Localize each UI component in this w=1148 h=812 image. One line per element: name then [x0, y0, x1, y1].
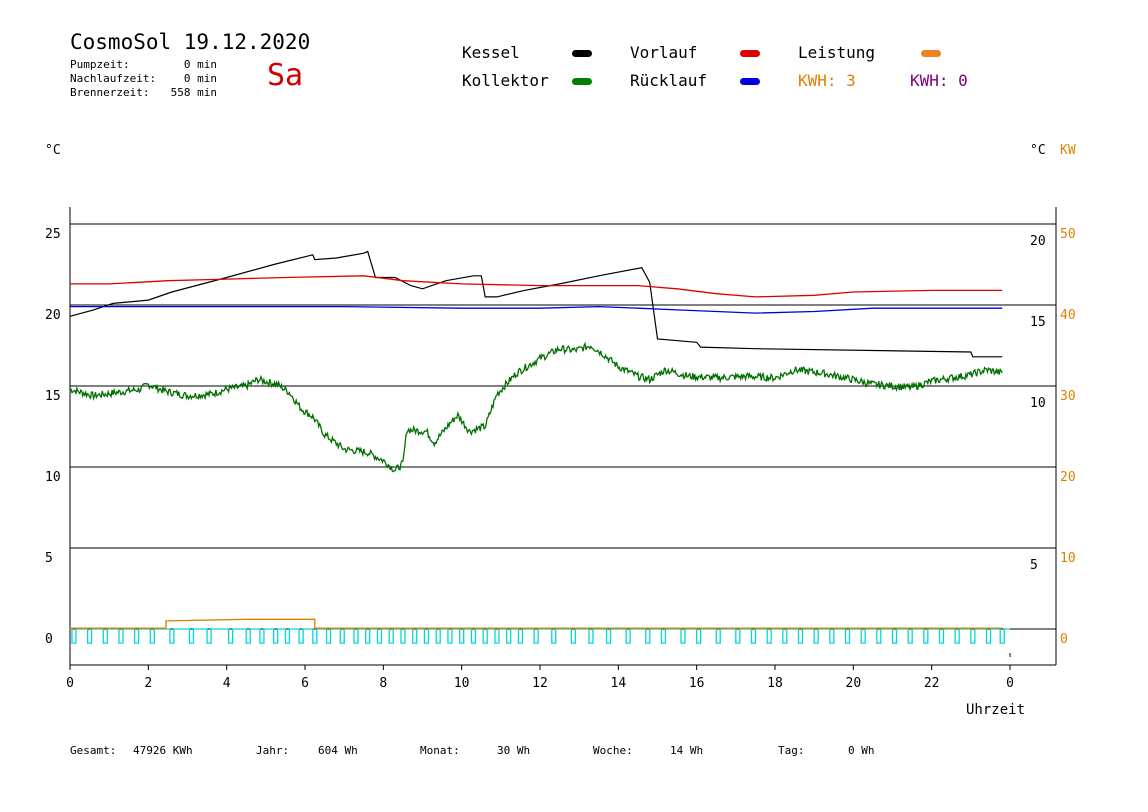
kwh-orange-value: KWH: 3	[798, 71, 856, 90]
series-kollektor-line	[69, 341, 1003, 473]
legend-label-ruecklauf: Rücklauf	[630, 71, 708, 90]
stat-brennerzeit-value: 558 min	[170, 86, 217, 99]
stat-nachlaufzeit-value: 0 min	[183, 72, 217, 85]
series-kessel-line	[69, 250, 1003, 358]
legend-swatch-ruecklauf	[740, 78, 760, 85]
stat-brennerzeit-label: Brennerzeit:	[70, 86, 150, 99]
left-tick-label: 0	[45, 632, 53, 647]
weekday-label: Sa	[267, 58, 304, 93]
page-title: CosmoSol 19.12.2020	[70, 30, 311, 54]
x-tick-label: 0	[1006, 676, 1014, 691]
legend-swatch-leistung	[921, 50, 941, 57]
right-kw-tick-label: 10	[1060, 551, 1076, 566]
legend-label-kessel: Kessel	[462, 43, 520, 62]
right-kw-tick-label: 0	[1060, 632, 1068, 647]
legend-swatch-vorlauf	[740, 50, 760, 57]
series-pump-line	[70, 628, 1010, 644]
x-tick-label: 20	[846, 676, 862, 691]
right-axis-unit-c: °C	[1030, 143, 1046, 158]
left-axis-unit: °C	[45, 143, 61, 158]
footer-monat-value: 30 Wh	[497, 744, 531, 757]
left-tick-label: 25	[45, 227, 61, 242]
x-tick-label: 4	[223, 676, 231, 691]
stat-pumpzeit-value: 0 min	[183, 58, 217, 71]
left-tick-label: 5	[45, 551, 53, 566]
stat-pumpzeit-label: Pumpzeit:	[70, 58, 130, 71]
footer-gesamt-value: 47926 KWh	[133, 744, 193, 757]
right-c-tick-label: 10	[1030, 396, 1046, 411]
right-kw-tick-label: 20	[1060, 470, 1076, 485]
legend-swatch-kessel	[572, 50, 592, 57]
footer-tag-value: 0 Wh	[848, 744, 875, 757]
right-kw-tick-label: 40	[1060, 308, 1076, 323]
x-tick-label: 18	[767, 676, 783, 691]
footer-jahr-label: Jahr:	[256, 744, 290, 757]
footer-monat-label: Monat:	[420, 744, 460, 757]
right-c-tick-label: 20	[1030, 234, 1046, 249]
legend-label-leistung: Leistung	[798, 43, 876, 62]
footer-tag-label: Tag:	[778, 744, 805, 757]
x-tick-label: 16	[689, 676, 705, 691]
x-tick-label: 8	[379, 676, 387, 691]
series-vorlauf-line	[70, 275, 1003, 298]
x-tick-label: 6	[301, 676, 309, 691]
x-tick-label: 2	[144, 676, 152, 691]
right-kw-tick-label: 30	[1060, 389, 1076, 404]
legend-label-kollektor: Kollektor	[462, 71, 549, 90]
left-tick-label: 10	[45, 470, 61, 485]
series-rücklauf-line	[70, 305, 1003, 314]
legend-swatch-kollektor	[572, 78, 592, 85]
series-leistung-line	[70, 618, 1003, 629]
legend-label-vorlauf: Vorlauf	[630, 43, 698, 62]
x-axis-label: Uhrzeit	[966, 702, 1026, 718]
right-c-tick-label: 5	[1030, 558, 1038, 573]
right-axis-unit-kw: KW	[1060, 143, 1076, 158]
right-c-tick-label: 15	[1030, 315, 1046, 330]
x-tick-label: 22	[924, 676, 940, 691]
footer-woche-label: Woche:	[593, 744, 633, 757]
footer-jahr-value: 604 Wh	[318, 744, 358, 757]
left-tick-label: 20	[45, 308, 61, 323]
left-tick-label: 15	[45, 389, 61, 404]
x-tick-label: 10	[454, 676, 470, 691]
footer-gesamt-label: Gesamt:	[70, 744, 117, 757]
x-tick-label: 12	[532, 676, 548, 691]
x-tick-label: 0	[66, 676, 74, 691]
right-kw-tick-label: 50	[1060, 227, 1076, 242]
stat-nachlaufzeit-label: Nachlaufzeit:	[70, 72, 157, 85]
kwh-purple-value: KWH: 0	[910, 71, 968, 90]
footer-woche-value: 14 Wh	[670, 744, 704, 757]
x-tick-label: 14	[611, 676, 627, 691]
